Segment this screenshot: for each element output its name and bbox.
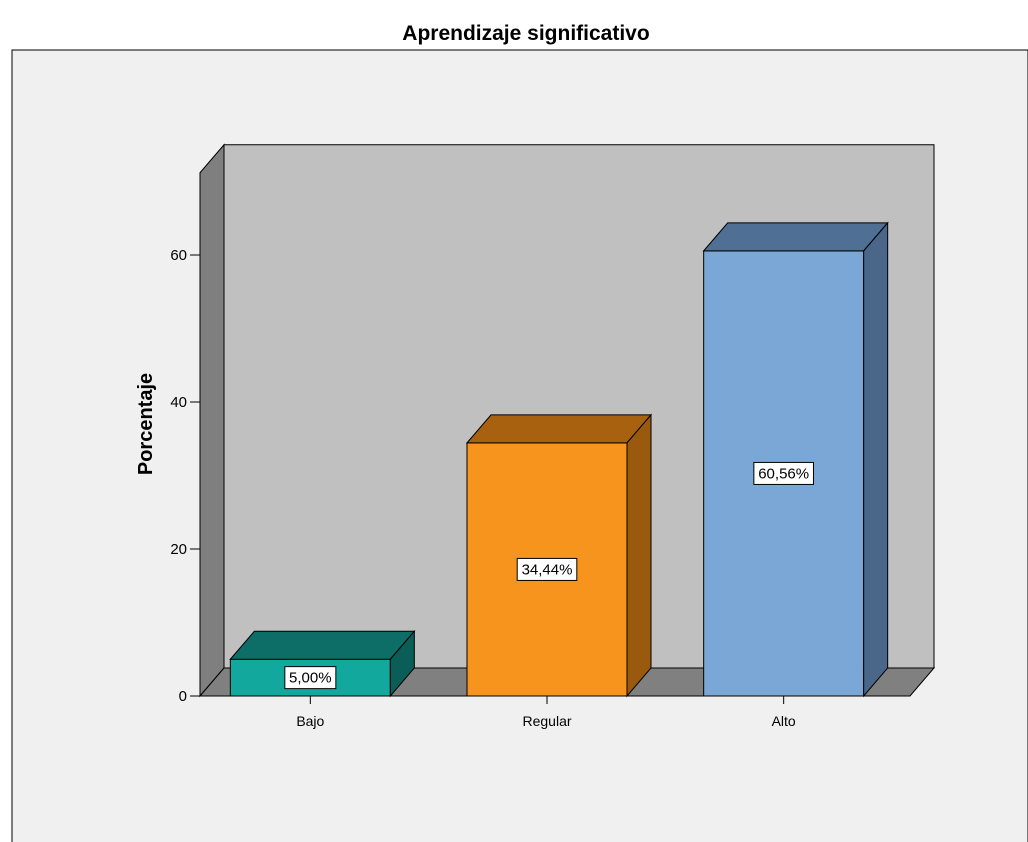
data-label: 5,00%	[289, 670, 332, 687]
bar-side	[626, 413, 652, 698]
data-label: 60,56%	[758, 465, 809, 482]
y-tick-label: 60	[170, 247, 187, 264]
data-label: 34,44%	[522, 561, 573, 578]
bar-top	[465, 414, 653, 444]
bar-top	[229, 630, 416, 660]
data-label-box	[516, 557, 578, 581]
bar-side	[389, 629, 415, 698]
bar-alto: 60,56%	[702, 221, 889, 698]
y-axis-label: Porcentaje	[135, 373, 157, 475]
chart-title: Aprendizaje significativo	[402, 22, 649, 45]
x-tick-label: Alto	[772, 713, 796, 729]
data-label-box	[284, 666, 337, 690]
side-wall	[199, 143, 225, 698]
bar-top	[702, 222, 889, 252]
x-tick-label: Regular	[522, 713, 571, 729]
bar-side	[863, 221, 889, 698]
bar-bajo: 5,00%	[229, 629, 416, 698]
x-axis: Bajo Regular Alto	[296, 696, 796, 729]
y-tick-label: 20	[170, 541, 187, 558]
y-tick-label: 0	[179, 688, 187, 705]
y-tick-label: 40	[170, 394, 187, 411]
bars-group: 5,00% 34,44% 60,56%	[229, 221, 889, 698]
x-tick-label: Bajo	[296, 713, 324, 729]
y-axis: 0 20 40 60	[170, 247, 200, 705]
bar-regular: 34,44%	[465, 413, 653, 698]
data-label-box	[753, 461, 814, 485]
